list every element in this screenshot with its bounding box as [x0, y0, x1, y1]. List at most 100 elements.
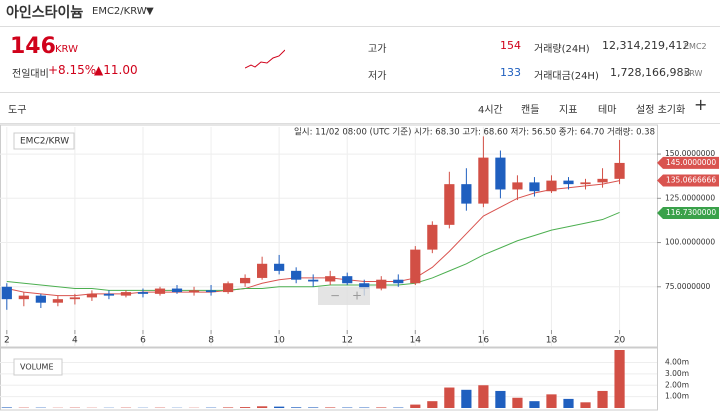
ohlc-info: 일시: 11/02 08:00 (UTC 기준) 시가: 68.30 고가: 6… [294, 127, 655, 138]
volume-bar [410, 404, 421, 408]
x-tick-label: 2 [4, 336, 10, 346]
price-tag [657, 206, 719, 219]
change-abs: ▲11.00 [94, 63, 138, 77]
reset-button[interactable]: 설정 초기화 [636, 105, 686, 116]
candle-body [205, 290, 217, 293]
panel-border [0, 124, 658, 348]
candle-body [512, 182, 523, 190]
add-button[interactable]: + [694, 95, 708, 114]
volume-bar [563, 398, 574, 408]
volume: 12,314,219,412 [602, 39, 690, 52]
candle-body [563, 180, 574, 185]
candle-body [154, 288, 166, 294]
volume-panel-border [0, 347, 658, 411]
y-tick-label: 75.0000000 [665, 282, 711, 291]
tools-button[interactable]: 도구 [8, 105, 27, 116]
candle-button[interactable]: 캔들 [521, 105, 540, 116]
y-tick-label: 3.00m [665, 369, 689, 378]
x-tick-label: 18 [546, 336, 558, 346]
price-tag [657, 156, 719, 169]
candle-body [222, 283, 234, 293]
zoom-out: − [330, 289, 340, 303]
volume-bar [376, 407, 387, 408]
dropdown-arrow[interactable]: ▼ [146, 6, 154, 17]
volume-bar [614, 350, 625, 408]
candle-body [35, 295, 46, 303]
candle-body [137, 292, 149, 294]
candle-body [69, 297, 80, 300]
interval-button[interactable]: 4시간 [478, 105, 503, 116]
high: 154 [500, 39, 521, 52]
volume-label: VOLUME [20, 363, 54, 372]
candle-body [86, 293, 98, 298]
volume-bar [291, 407, 302, 408]
price-tag-label: 145.0000000 [666, 158, 716, 167]
pair[interactable]: EMC2/KRW [92, 6, 147, 17]
x-tick-label: 16 [478, 336, 490, 346]
candle-body [18, 295, 29, 300]
x-tick-label: 20 [614, 336, 626, 346]
candle-body [188, 290, 200, 293]
candle-body [444, 184, 455, 225]
coin-name: 아인스타이늄 [6, 5, 84, 21]
volume-unit: EMC2 [684, 42, 707, 51]
volume-bar [512, 397, 523, 408]
price-tag-label: 135.0666666 [666, 175, 716, 184]
y-tick-label: 100.0000000 [665, 238, 715, 247]
zoom-controls [318, 287, 370, 305]
candle-body [274, 263, 285, 271]
volume-bar [478, 385, 489, 408]
candle-body [359, 283, 370, 289]
volume-bar [597, 390, 608, 408]
volume-label-box [13, 358, 63, 376]
price-unit: KRW [55, 44, 78, 55]
sparkline [245, 49, 285, 69]
change-label: 전일대비 [12, 69, 49, 80]
y-tick-label: 125.0000000 [665, 193, 715, 202]
candle-body [529, 182, 540, 192]
volume-bar [222, 407, 234, 408]
volume-bar [308, 407, 319, 408]
candle-body [393, 279, 404, 284]
price-tag-label: 116.7300000 [666, 208, 716, 217]
candle-body [342, 276, 353, 284]
candle-body [103, 293, 115, 296]
y-tick-label: 150.0000000 [665, 149, 715, 158]
candle-body [376, 279, 387, 289]
candle-body [461, 184, 472, 204]
volume-bar [1, 407, 12, 408]
candle-body [52, 299, 63, 303]
candle-body [495, 157, 506, 190]
volume-bar [529, 401, 540, 408]
price-tag [657, 174, 719, 187]
amount-label: 거래대금(24H) [534, 71, 599, 82]
candle-body [546, 180, 557, 192]
y-tick-label: 4.00m [665, 358, 689, 367]
volume-bar [325, 407, 336, 408]
y-tick-label: 2.00m [665, 380, 689, 389]
zoom-in: + [352, 289, 362, 303]
amount-unit: KRW [684, 69, 703, 78]
candle-body [325, 276, 336, 282]
candle-body [291, 270, 302, 280]
x-tick-label: 14 [410, 336, 422, 346]
theme-button[interactable]: 테마 [598, 105, 617, 116]
candle-body [580, 182, 591, 185]
low-label: 저가 [368, 71, 387, 82]
volume-bar [274, 406, 285, 408]
volume-bar [580, 402, 591, 408]
x-tick-label: 6 [140, 336, 146, 346]
candle-body [308, 279, 319, 282]
indicator-button[interactable]: 지표 [559, 105, 578, 116]
series-label-box [13, 132, 75, 150]
volume-bar [427, 401, 438, 408]
amount: 1,728,166,983 [610, 66, 691, 79]
change-pct: +8.15% [48, 63, 97, 77]
x-tick-label: 4 [72, 336, 78, 346]
candle-body [614, 162, 625, 179]
volume-bar [257, 406, 268, 408]
volume-bar [461, 389, 472, 408]
price: 146 [10, 34, 56, 59]
series-label: EMC2/KRW [20, 137, 69, 147]
